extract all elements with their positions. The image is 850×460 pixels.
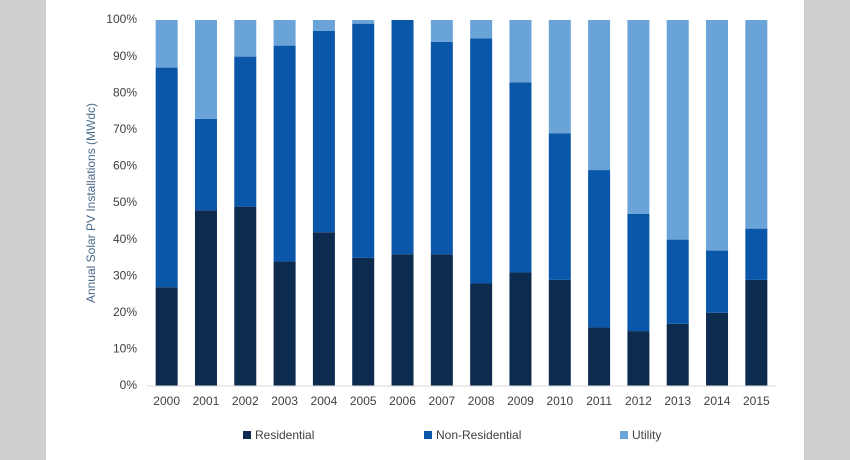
bar-segment: [627, 20, 650, 214]
y-tick-label: 50%: [113, 195, 137, 209]
bar-segment: [548, 20, 571, 134]
y-tick-label: 10%: [113, 342, 137, 356]
bar-segment: [745, 20, 768, 229]
legend-label: Utility: [632, 428, 661, 442]
x-tick-label: 2004: [311, 394, 338, 408]
x-tick-label: 2006: [389, 394, 416, 408]
bar-segment: [352, 257, 375, 386]
y-tick-label: 80%: [113, 85, 137, 99]
x-tick-label: 2011: [586, 394, 612, 408]
x-tick-label: 2015: [743, 394, 770, 408]
bar-segment: [234, 56, 257, 207]
bar-segment: [470, 20, 493, 39]
side-panel: [804, 0, 850, 460]
bar-segment: [745, 228, 768, 280]
bar-segment: [194, 118, 217, 211]
x-tick-label: 2001: [193, 394, 220, 408]
y-tick-label: 70%: [113, 122, 137, 136]
x-tick-label: 2007: [428, 394, 455, 408]
x-tick-label: 2003: [271, 394, 298, 408]
legend-swatch: [243, 431, 251, 439]
y-axis-label: Annual Solar PV Installations (MWdc): [84, 103, 98, 303]
bar-segment: [352, 20, 375, 24]
y-tick-label: 0%: [120, 378, 138, 392]
x-tick-label: 2005: [350, 394, 377, 408]
bar-segment: [548, 133, 571, 280]
bar-segment: [470, 283, 493, 386]
y-tick-label: 20%: [113, 305, 137, 319]
bar-segment: [155, 287, 178, 386]
bar-segment: [666, 323, 689, 386]
bar-segment: [666, 239, 689, 324]
bar-segment: [745, 279, 768, 386]
bar-segment: [391, 20, 414, 255]
x-tick-label: 2002: [232, 394, 259, 408]
bar-segment: [706, 312, 729, 386]
bar-segment: [155, 20, 178, 68]
bar-segment: [234, 20, 257, 57]
bar-segment: [234, 206, 257, 386]
y-tick-label: 40%: [113, 232, 137, 246]
bar-segment: [391, 254, 414, 386]
bar-segment: [588, 327, 611, 386]
y-tick-label: 30%: [113, 268, 137, 282]
bar-segment: [666, 20, 689, 240]
bar-segment: [706, 250, 729, 313]
bar-segment: [273, 45, 296, 262]
x-tick-label: 2008: [468, 394, 495, 408]
bar-segment: [312, 20, 335, 31]
legend-label: Residential: [255, 428, 314, 442]
x-tick-label: 2000: [153, 394, 180, 408]
bar-segment: [627, 331, 650, 386]
legend-swatch: [620, 431, 628, 439]
bar-segment: [430, 20, 453, 42]
bar-segment: [194, 20, 217, 119]
bar-segment: [509, 272, 532, 386]
bar-segment: [548, 279, 571, 386]
bar-segment: [273, 261, 296, 386]
bar-segment: [588, 20, 611, 171]
x-tick-label: 2014: [704, 394, 731, 408]
legend-label: Non-Residential: [436, 428, 521, 442]
bar-segment: [627, 213, 650, 332]
bar-segment: [470, 38, 493, 284]
bar-segment: [430, 41, 453, 255]
bar-segment: [312, 232, 335, 386]
bar-segment: [509, 20, 532, 83]
x-tick-label: 2010: [546, 394, 573, 408]
bar-segment: [352, 23, 375, 258]
y-tick-label: 90%: [113, 49, 137, 63]
legend-swatch: [424, 431, 432, 439]
bar-segment: [312, 30, 335, 233]
x-tick-label: 2013: [664, 394, 691, 408]
y-tick-label: 60%: [113, 159, 137, 173]
y-tick-label: 100%: [106, 12, 137, 26]
x-tick-label: 2009: [507, 394, 534, 408]
bar-segment: [588, 170, 611, 328]
bar-segment: [273, 20, 296, 46]
bar-segment: [194, 210, 217, 386]
side-panel: [0, 0, 46, 460]
x-tick-label: 2012: [625, 394, 652, 408]
bar-segment: [509, 82, 532, 273]
bar-segment: [155, 67, 178, 288]
bar-segment: [706, 20, 729, 251]
bar-segment: [430, 254, 453, 386]
